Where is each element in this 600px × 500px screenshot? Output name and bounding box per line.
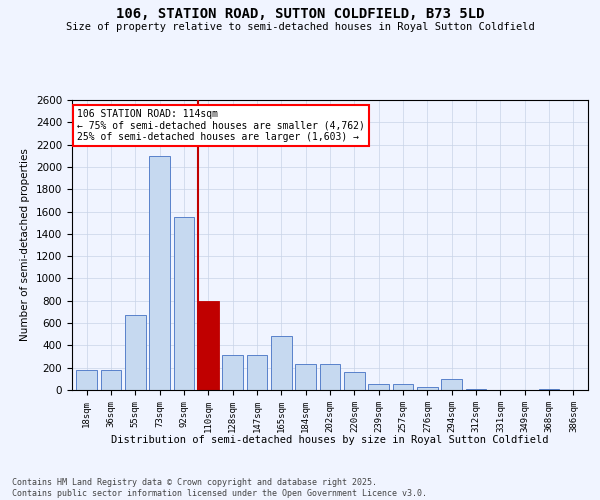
Bar	[368, 384, 389, 390]
Bar	[149, 156, 170, 390]
Text: Distribution of semi-detached houses by size in Royal Sutton Coldfield: Distribution of semi-detached houses by …	[111, 435, 549, 445]
Bar	[271, 336, 292, 390]
Bar	[222, 356, 243, 390]
Bar	[295, 364, 316, 390]
Bar	[344, 372, 365, 390]
Bar	[442, 379, 462, 390]
Bar	[320, 364, 340, 390]
Bar	[76, 370, 97, 390]
Bar	[417, 386, 438, 390]
Text: 106 STATION ROAD: 114sqm
← 75% of semi-detached houses are smaller (4,762)
25% o: 106 STATION ROAD: 114sqm ← 75% of semi-d…	[77, 108, 365, 142]
Bar	[392, 384, 413, 390]
Bar	[247, 356, 268, 390]
Bar	[198, 301, 218, 390]
Text: Size of property relative to semi-detached houses in Royal Sutton Coldfield: Size of property relative to semi-detach…	[65, 22, 535, 32]
Bar	[466, 389, 487, 390]
Bar	[539, 389, 559, 390]
Text: 106, STATION ROAD, SUTTON COLDFIELD, B73 5LD: 106, STATION ROAD, SUTTON COLDFIELD, B73…	[116, 8, 484, 22]
Bar	[173, 217, 194, 390]
Y-axis label: Number of semi-detached properties: Number of semi-detached properties	[20, 148, 31, 342]
Text: Contains HM Land Registry data © Crown copyright and database right 2025.
Contai: Contains HM Land Registry data © Crown c…	[12, 478, 427, 498]
Bar	[125, 316, 146, 390]
Bar	[101, 370, 121, 390]
